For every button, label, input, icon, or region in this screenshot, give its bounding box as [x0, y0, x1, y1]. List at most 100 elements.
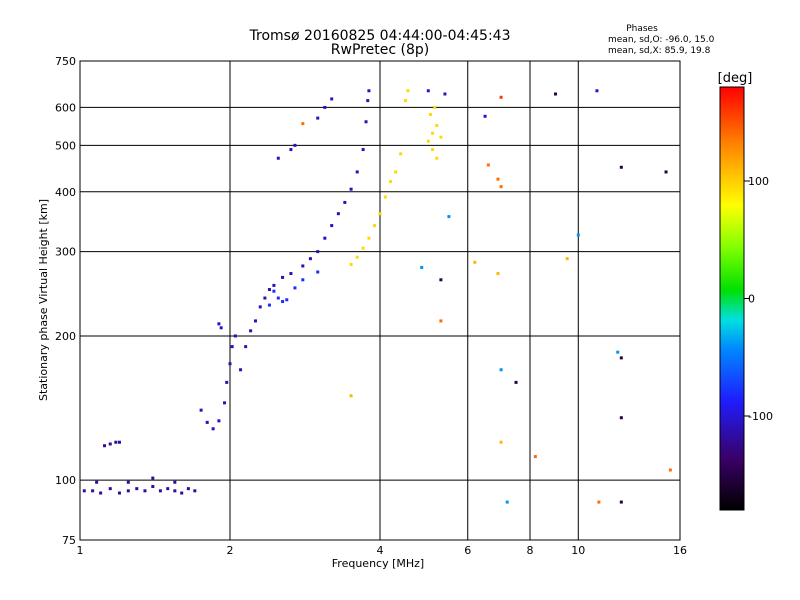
data-point	[330, 97, 334, 101]
data-point	[597, 500, 601, 504]
data-point	[135, 487, 139, 491]
data-point	[499, 95, 503, 99]
data-point	[267, 303, 271, 307]
data-point	[323, 105, 327, 109]
y-tick-label: 300	[55, 246, 76, 259]
data-point	[267, 288, 271, 292]
data-point	[336, 212, 340, 216]
data-point	[439, 319, 443, 323]
data-point	[420, 265, 424, 269]
data-point	[349, 187, 353, 191]
data-point	[230, 345, 234, 349]
data-point	[499, 185, 503, 189]
data-point	[499, 440, 503, 444]
colorbar	[719, 86, 745, 511]
data-point	[211, 427, 215, 431]
data-point	[483, 114, 487, 118]
data-point	[95, 480, 99, 484]
data-point	[435, 156, 439, 160]
y-tick-label: 600	[55, 101, 76, 114]
axis-ticks: 1 2 4 6 8 10 16 75 100 200 300 400 500 600 750	[55, 55, 687, 557]
data-point	[272, 289, 276, 293]
colorbar-tick-label: -100	[748, 410, 773, 423]
data-point	[173, 480, 177, 484]
data-point	[378, 212, 382, 216]
y-tick-label: 400	[55, 186, 76, 199]
colorbar-tick-label: 100	[748, 175, 769, 188]
data-point	[619, 356, 623, 360]
data-point	[244, 345, 248, 349]
data-point	[180, 491, 184, 495]
data-point	[91, 489, 95, 493]
data-point	[619, 416, 623, 420]
data-point	[223, 401, 227, 405]
y-tick-label: 100	[55, 474, 76, 487]
data-point	[364, 120, 368, 124]
x-tick-label: 4	[377, 544, 384, 557]
data-point	[186, 487, 190, 491]
data-point	[151, 476, 155, 480]
data-point	[486, 163, 490, 167]
x-tick-label: 2	[227, 544, 234, 557]
chart-subtitle: RwPretec (8p)	[331, 42, 429, 58]
data-point	[367, 236, 371, 240]
data-point	[166, 487, 170, 491]
data-point	[108, 487, 112, 491]
data-point	[565, 257, 569, 261]
data-point	[289, 272, 293, 276]
x-tick-label: 6	[464, 544, 471, 557]
data-point	[330, 224, 334, 228]
x-tick-label: 10	[571, 544, 585, 557]
stats-line-x: mean, sd,X: 85.9, 19.8	[608, 46, 711, 56]
data-point	[355, 255, 359, 259]
data-point	[361, 148, 365, 152]
data-point	[253, 319, 257, 323]
data-point	[217, 419, 221, 423]
colorbar-ticks: 100 0 -100	[744, 175, 773, 423]
data-point	[205, 420, 209, 424]
data-point	[447, 215, 451, 219]
data-point	[158, 489, 162, 493]
data-point	[349, 262, 353, 266]
data-point	[258, 305, 262, 309]
data-point	[595, 89, 599, 93]
data-point	[355, 170, 359, 174]
data-point	[323, 236, 327, 240]
data-point	[126, 480, 130, 484]
data-point	[619, 165, 623, 169]
data-point	[499, 368, 503, 372]
data-point	[349, 394, 353, 398]
x-tick-label: 1	[77, 544, 84, 557]
data-point	[103, 444, 107, 448]
data-point	[82, 489, 86, 493]
data-point	[225, 380, 229, 384]
data-point	[435, 124, 439, 128]
data-point	[239, 368, 243, 372]
data-point	[383, 195, 387, 199]
data-point	[439, 278, 443, 282]
data-point	[403, 99, 407, 103]
data-point	[276, 296, 280, 300]
data-point	[389, 180, 393, 184]
data-point	[428, 112, 432, 116]
data-point	[281, 275, 285, 279]
data-point	[361, 246, 365, 250]
x-axis-label: Frequency [MHz]	[332, 557, 424, 570]
data-point	[301, 278, 305, 282]
colorbar-tick-label: 0	[748, 293, 755, 306]
y-tick-label: 75	[62, 534, 76, 547]
colorbar-label: [deg]	[718, 71, 753, 86]
data-point	[117, 440, 121, 444]
data-point	[301, 264, 305, 268]
data-point	[496, 272, 500, 276]
data-point	[316, 270, 320, 274]
data-point	[473, 260, 477, 264]
data-point	[228, 362, 232, 366]
data-points	[82, 89, 672, 504]
y-tick-label: 750	[55, 55, 76, 68]
data-point	[249, 329, 253, 333]
stats-line-o: mean, sd,O: -96.0, 15.0	[608, 35, 715, 45]
data-point	[431, 148, 435, 152]
data-point	[616, 350, 620, 354]
